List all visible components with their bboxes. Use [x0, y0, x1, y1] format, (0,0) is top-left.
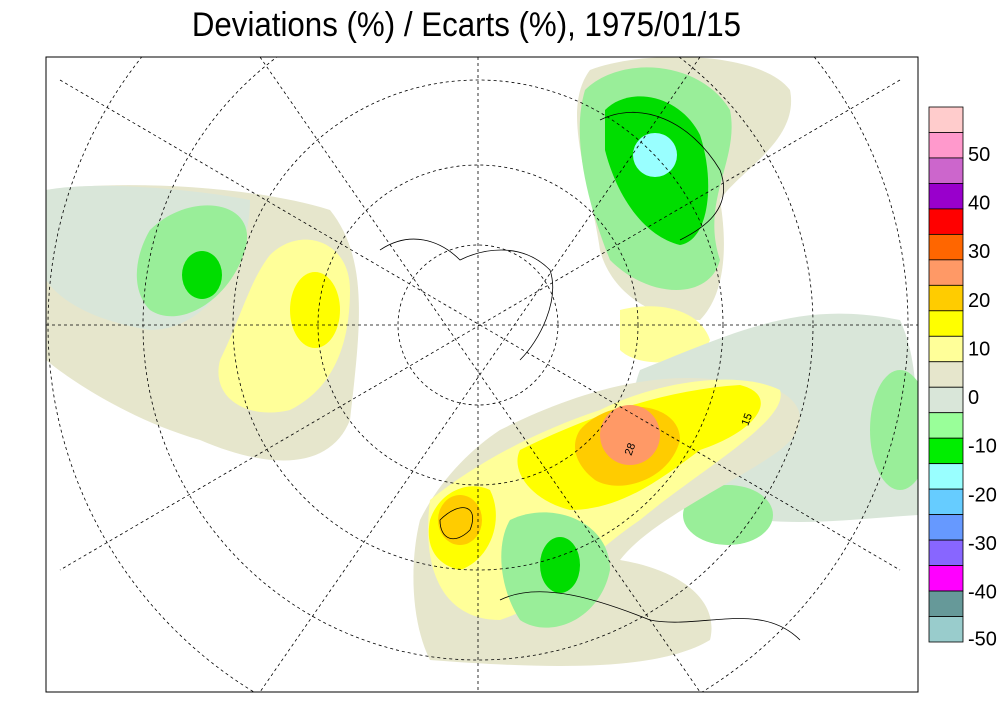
legend-swatch [928, 412, 964, 439]
legend-label: 40 [968, 193, 990, 215]
legend-swatch [928, 514, 964, 541]
legend-label: -10 [968, 436, 997, 458]
legend-label: 20 [968, 290, 990, 312]
legend-label: 0 [968, 387, 979, 409]
contour-label: 28 [623, 442, 638, 458]
legend-swatch [928, 437, 964, 465]
legend-label: -40 [968, 582, 997, 604]
map-field: 28 15 [46, 57, 918, 692]
legend-swatch [928, 132, 964, 159]
contour-label: 15 [740, 412, 755, 428]
legend-swatch [928, 208, 964, 235]
legend-swatch [928, 183, 964, 210]
legend: 50 40 30 20 10 0 -10 -20 -30 -40 -50 [928, 106, 997, 650]
map-frame [45, 56, 919, 693]
legend-swatch [928, 616, 964, 643]
legend-swatch [928, 259, 964, 286]
legend-swatch [928, 590, 964, 617]
legend-swatch [928, 361, 964, 388]
legend-swatch [928, 157, 964, 184]
legend-label: 30 [968, 241, 990, 263]
legend-label: -50 [968, 628, 997, 650]
legend-label: 10 [968, 338, 990, 360]
legend-swatch [928, 539, 964, 566]
legend-swatch [928, 335, 964, 363]
legend-swatch [928, 284, 964, 312]
legend-swatch [928, 386, 964, 414]
legend-swatch [928, 565, 964, 592]
legend-swatch [928, 463, 964, 490]
legend-label: -30 [968, 533, 997, 555]
legend-swatch [928, 488, 964, 516]
legend-label: 50 [968, 144, 990, 166]
legend-swatch [928, 233, 964, 261]
legend-swatch [928, 310, 964, 337]
legend-swatch [928, 106, 964, 133]
legend-label: -20 [968, 484, 997, 506]
map-title: Deviations (%) / Ecarts (%), 1975/01/15 [192, 5, 741, 44]
